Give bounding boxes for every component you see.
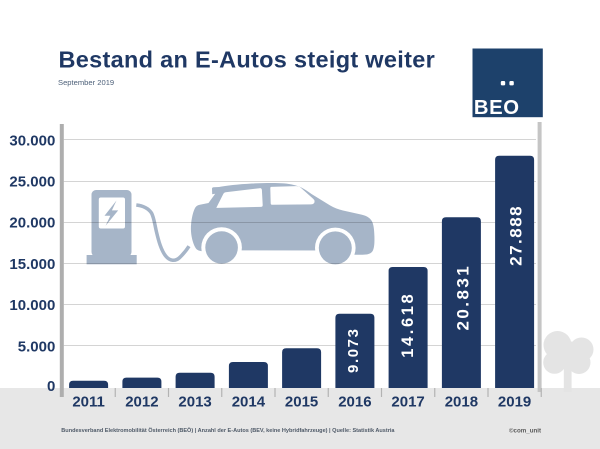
svg-text:2016: 2016 bbox=[338, 394, 371, 411]
svg-text:0: 0 bbox=[47, 378, 55, 395]
svg-text:2018: 2018 bbox=[445, 394, 478, 411]
svg-text:5.000: 5.000 bbox=[18, 338, 56, 355]
svg-text:14.618: 14.618 bbox=[399, 294, 417, 358]
svg-text:2019: 2019 bbox=[498, 394, 531, 411]
svg-text:Bestand an E-Autos steigt weit: Bestand an E-Autos steigt weiter bbox=[59, 47, 436, 73]
svg-text:20.831: 20.831 bbox=[454, 266, 473, 330]
svg-text:2013: 2013 bbox=[178, 394, 211, 411]
svg-text:BEO: BEO bbox=[474, 97, 520, 119]
svg-text:15.000: 15.000 bbox=[9, 256, 55, 273]
svg-text:September 2019: September 2019 bbox=[58, 78, 114, 87]
svg-text:30.000: 30.000 bbox=[9, 132, 55, 149]
svg-text:20.000: 20.000 bbox=[9, 215, 55, 232]
svg-text:10.000: 10.000 bbox=[9, 297, 55, 314]
svg-text:©com_unit: ©com_unit bbox=[509, 427, 541, 434]
svg-text:2011: 2011 bbox=[72, 394, 105, 411]
svg-text:9.073: 9.073 bbox=[345, 329, 362, 373]
svg-text:25.000: 25.000 bbox=[9, 174, 55, 191]
svg-text:2017: 2017 bbox=[391, 394, 424, 411]
svg-text:2015: 2015 bbox=[285, 394, 318, 411]
svg-text:2014: 2014 bbox=[232, 394, 266, 411]
svg-text:27.888: 27.888 bbox=[507, 206, 526, 266]
svg-text:Bundesverband Elektromobilität: Bundesverband Elektromobilität Österreic… bbox=[61, 427, 395, 434]
svg-text:2012: 2012 bbox=[125, 394, 158, 411]
